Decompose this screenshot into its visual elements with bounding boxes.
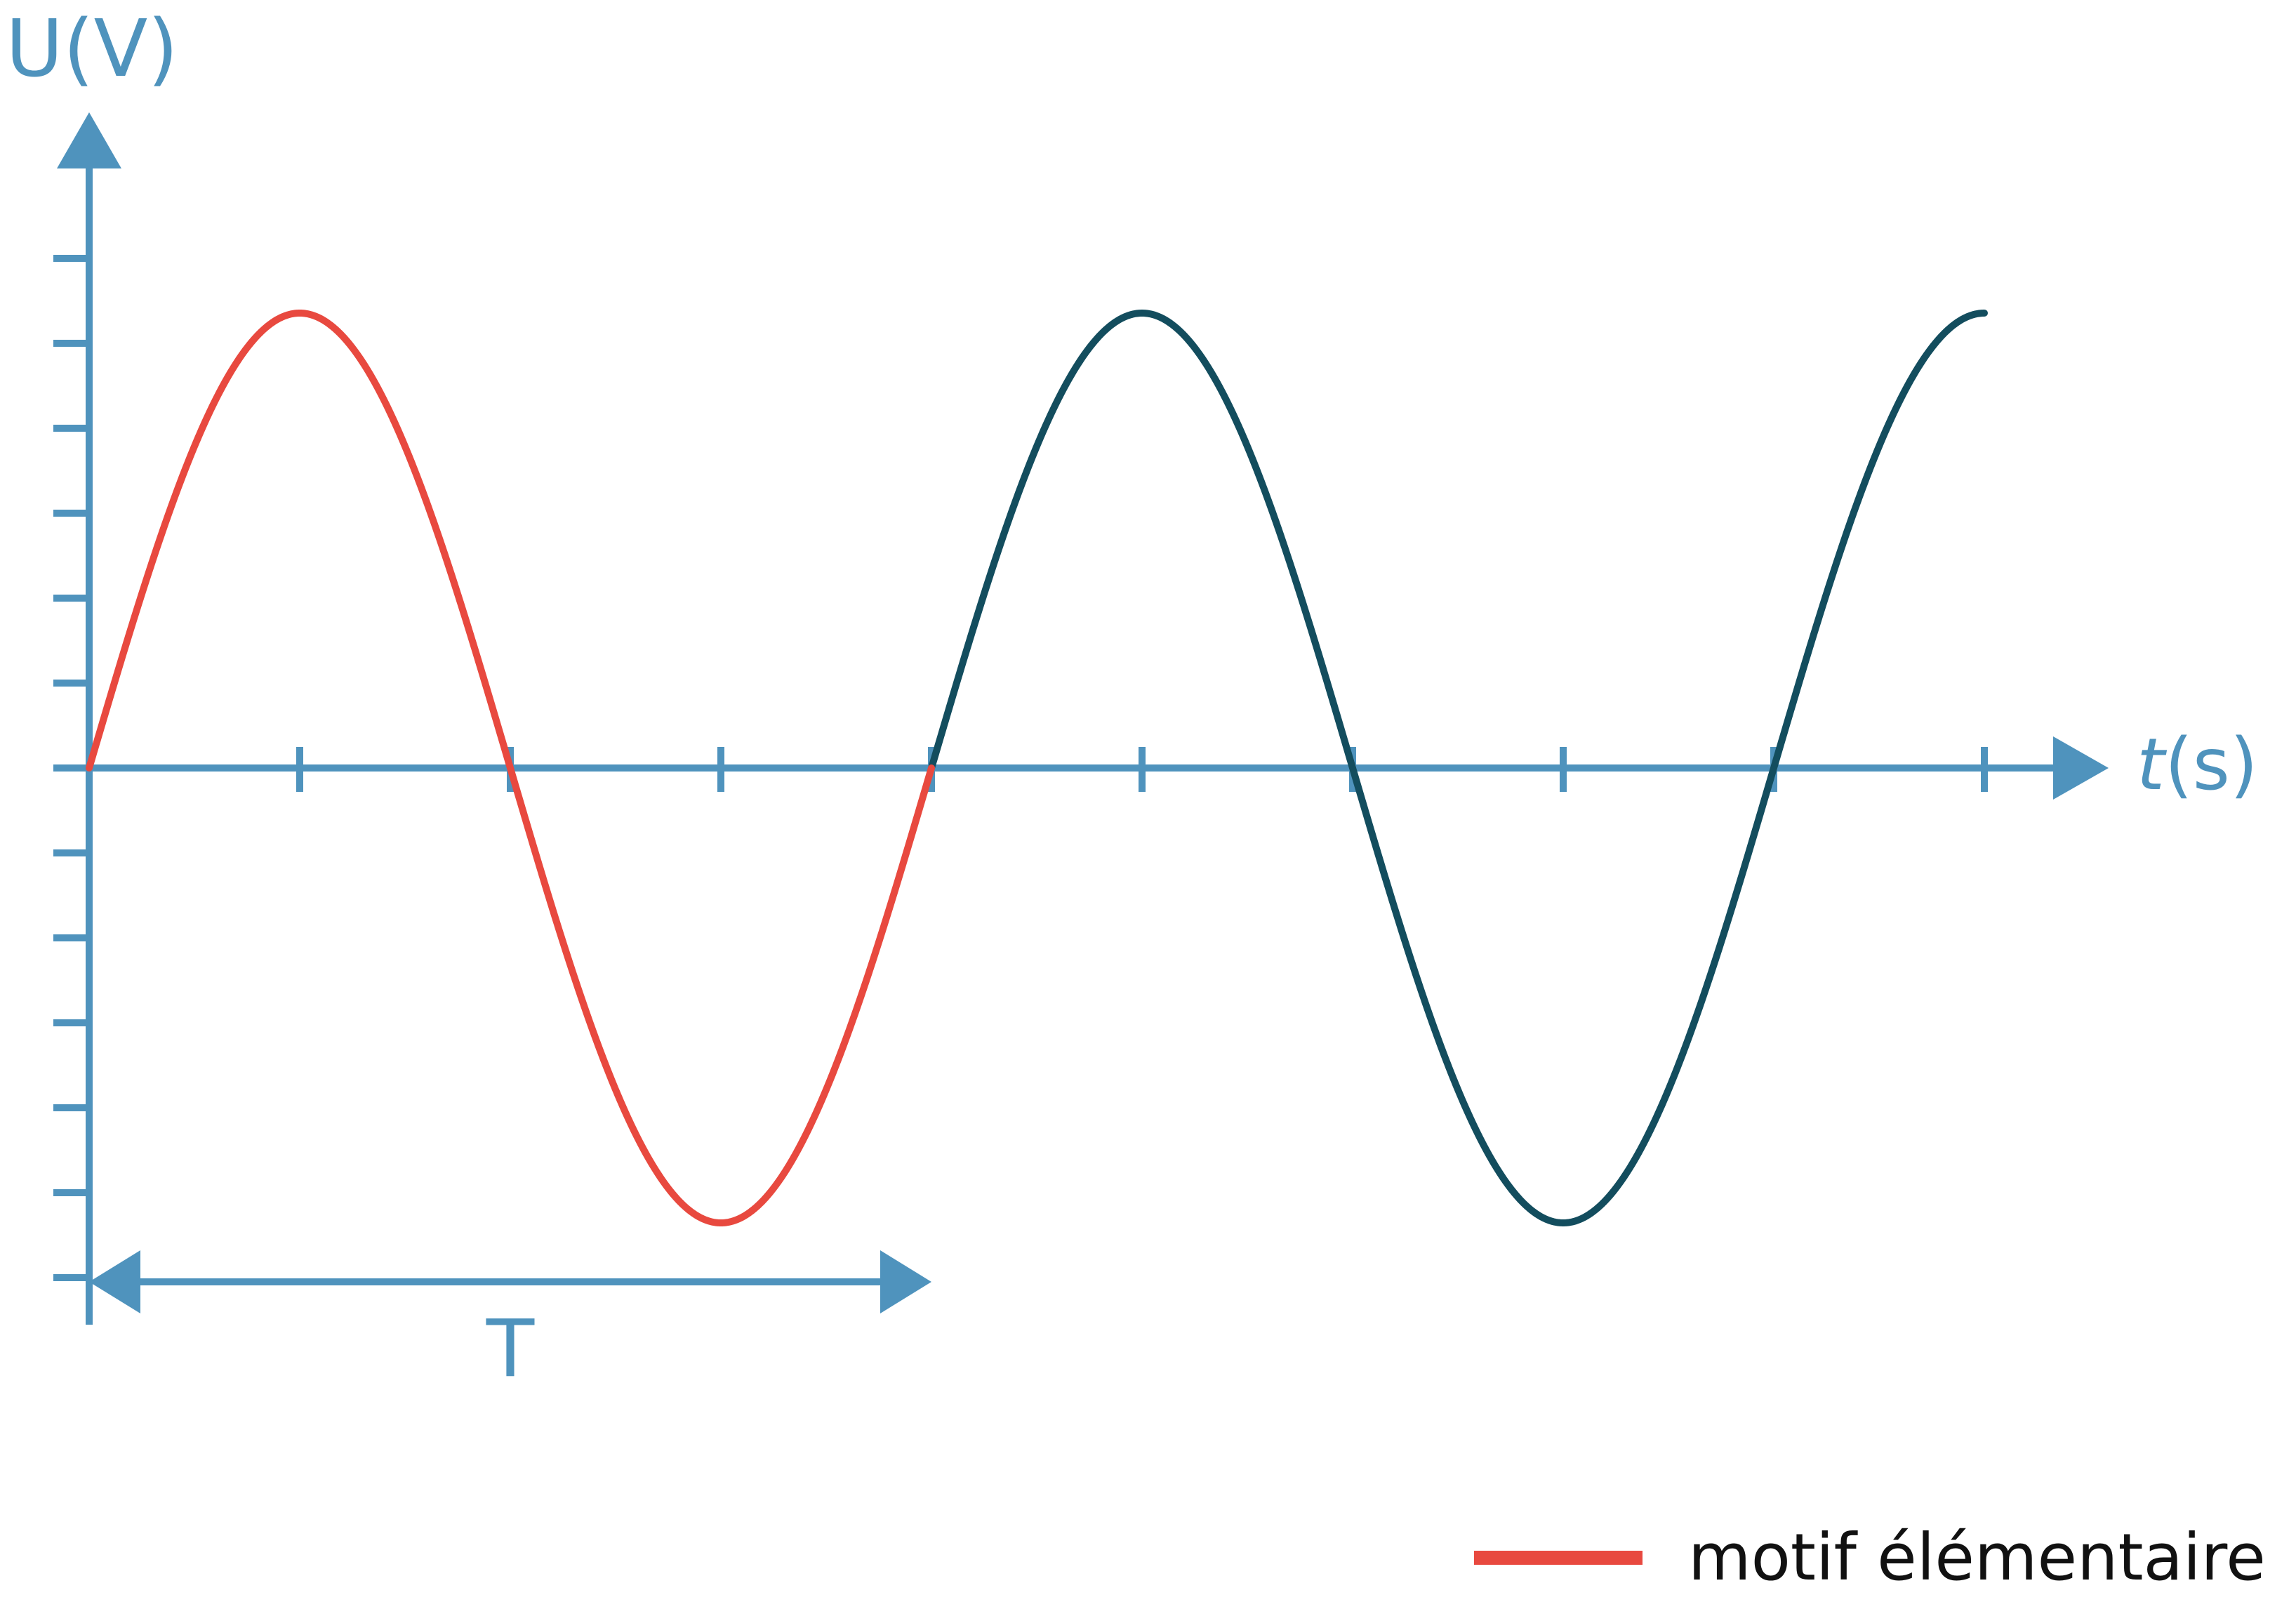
period-arrow-left-head: [89, 1250, 140, 1313]
signal-curve-highlight: [86, 310, 935, 1226]
curve-layer: [86, 310, 1988, 1226]
x-axis-unit: (s): [2165, 723, 2258, 807]
axis-layer: [53, 112, 2109, 1325]
x-axis-variable: t: [2137, 723, 2168, 807]
period-label: T: [486, 1304, 535, 1395]
x-axis-label: t(s): [2137, 723, 2258, 807]
signal-curve: [928, 310, 1988, 1226]
period-arrow: [89, 1250, 931, 1313]
x-axis-arrowhead: [2053, 736, 2109, 800]
y-axis-label: U(V): [6, 4, 178, 95]
y-axis-arrowhead: [57, 112, 121, 168]
legend-label: motif élémentaire: [1688, 1520, 2266, 1595]
legend: motif élémentaire: [1474, 1520, 2266, 1595]
period-arrow-right-head: [880, 1250, 931, 1313]
